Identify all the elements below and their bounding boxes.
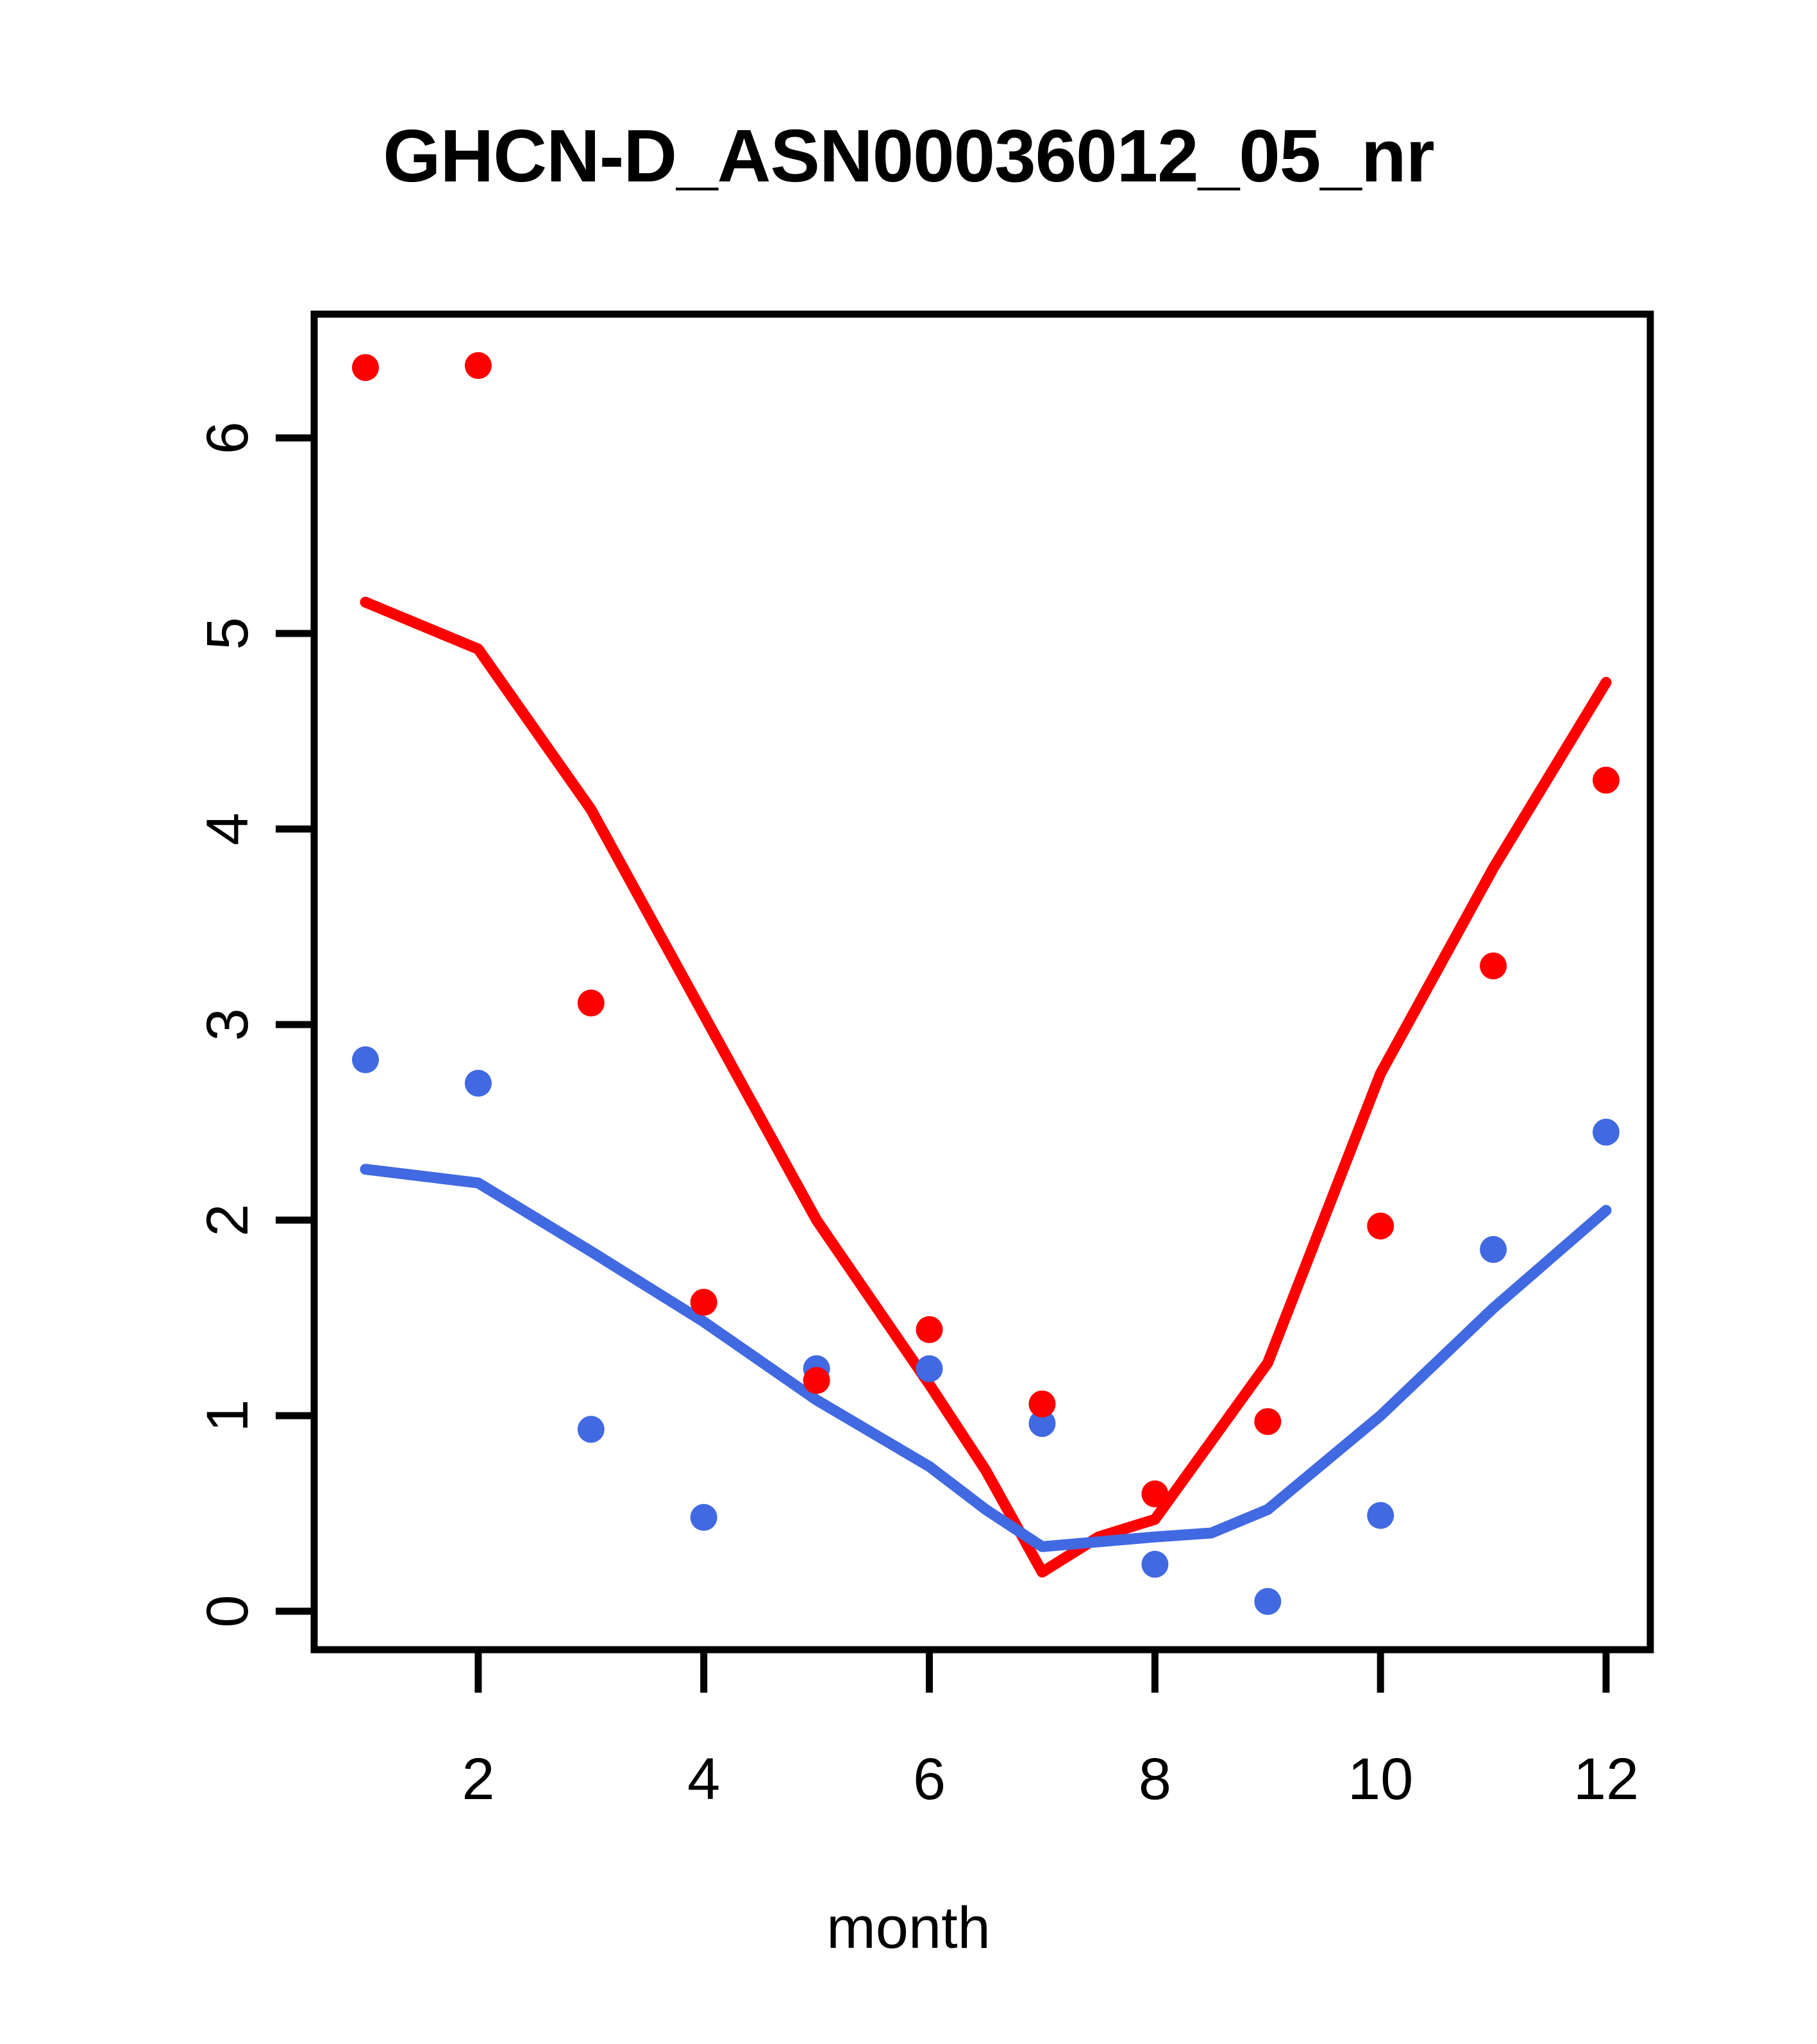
x-tick-label: 6 — [913, 1747, 946, 1812]
blue-data-point — [916, 1355, 943, 1382]
y-tick-label: 3 — [195, 1008, 260, 1041]
y-tick-label: 2 — [195, 1203, 260, 1236]
x-tick-label: 4 — [687, 1747, 720, 1812]
blue-trend-line — [360, 1164, 1612, 1552]
y-axis-tick-labels: 0 1 2 3 4 5 6 — [195, 421, 260, 1627]
red-data-point — [1028, 1390, 1056, 1418]
blue-data-point — [1254, 1587, 1282, 1615]
blue-data-point — [1141, 1550, 1169, 1578]
red-data-point — [1367, 1212, 1394, 1240]
x-axis-title: month — [826, 1895, 991, 1961]
blue-data-point — [577, 1416, 605, 1443]
red-data-point — [916, 1316, 943, 1343]
series-points — [352, 352, 1620, 1615]
red-data-point — [1254, 1408, 1282, 1436]
blue-data-point — [464, 1069, 492, 1097]
blue-data-point — [690, 1504, 717, 1531]
blue-data-point — [352, 1046, 379, 1073]
blue-data-point — [1028, 1410, 1056, 1437]
plot-frame — [310, 310, 1654, 1654]
x-tick-label: 12 — [1573, 1747, 1639, 1812]
red-data-point — [803, 1367, 830, 1395]
x-tick-label: 10 — [1348, 1747, 1413, 1812]
y-tick-label: 6 — [195, 421, 260, 454]
y-tick-label: 5 — [195, 617, 260, 649]
x-axis-tick-labels: 2 4 6 8 10 12 — [462, 1747, 1639, 1812]
series-lines — [360, 596, 1612, 1578]
x-tick-label: 8 — [1139, 1747, 1171, 1812]
blue-data-point — [1593, 1118, 1620, 1146]
x-axis-ticks — [474, 1650, 1610, 1693]
red-data-point — [577, 989, 605, 1017]
y-axis-ticks — [276, 434, 314, 1615]
y-tick-label: 1 — [195, 1399, 260, 1432]
red-data-point — [1141, 1480, 1169, 1507]
y-tick-label: 0 — [195, 1595, 260, 1627]
blue-data-point — [1367, 1502, 1394, 1529]
blue-data-point — [1480, 1236, 1507, 1263]
red-data-point — [1480, 952, 1507, 980]
x-tick-label: 2 — [462, 1747, 494, 1812]
red-trend-line — [360, 596, 1612, 1578]
red-data-point — [464, 352, 492, 380]
y-tick-label: 4 — [195, 812, 260, 845]
page-title: GHCN-D_ASN00036012_05_nr — [383, 114, 1435, 197]
red-data-point — [1593, 766, 1620, 794]
red-data-point — [352, 354, 379, 381]
red-data-point — [690, 1289, 717, 1316]
